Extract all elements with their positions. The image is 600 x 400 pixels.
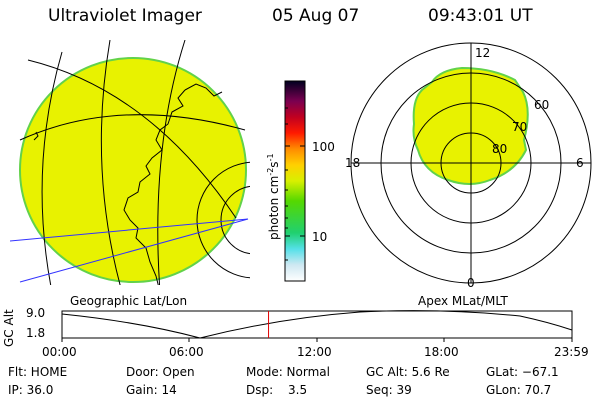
time-tick-3: 18:00 [424,345,459,359]
altitude-tick-low: 1.8 [26,326,46,340]
altitude-curve [61,310,573,339]
gc-alt-value: GC Alt: 5.6 Re [366,365,450,379]
flight-status: Flt: HOME [8,365,68,379]
door-status: Door: Open [126,365,195,379]
dsp-label: Dsp: [246,383,274,397]
mlt-label-0: 0 [467,276,475,290]
date-label: 05 Aug 07 [272,6,360,26]
time-tick-1: 06:00 [169,345,204,359]
colorbar-tick-10: 10 [312,230,328,244]
dsp-value: 3.5 [288,383,308,397]
geo-grid [19,40,250,285]
auroral-emission-disk [19,57,247,283]
colorbar-tick-100: 100 [312,140,335,154]
mlt-label-12: 12 [475,46,491,60]
lat-label-60: 60 [534,98,550,112]
time-label: 09:43:01 UT [428,6,533,26]
lat-label-80: 80 [492,142,508,156]
mlt-label-6: 6 [576,156,584,170]
mlt-label-18: 18 [345,156,361,170]
satellite-track [10,218,249,242]
geographic-map-label: Geographic Lat/Lon [70,294,188,308]
time-tick-4: 23:59 [554,345,589,359]
instrument-title: Ultraviolet Imager [48,6,202,26]
altitude-tick-high: 9.0 [26,306,46,320]
time-tick-2: 12:00 [297,345,332,359]
glat-value: GLat: −67.1 [486,365,559,379]
polar-map-label: Apex MLat/MLT [418,294,508,308]
mode-value: Mode: Normal [246,365,330,379]
coastline [33,83,223,285]
gain-value: Gain: 14 [126,383,177,397]
sequence-value: Seq: 39 [366,383,412,397]
time-tick-0: 00:00 [42,345,77,359]
ip-value: IP: 36.0 [8,383,54,397]
lat-label-70: 70 [512,120,528,134]
glon-value: GLon: 70.7 [486,383,552,397]
